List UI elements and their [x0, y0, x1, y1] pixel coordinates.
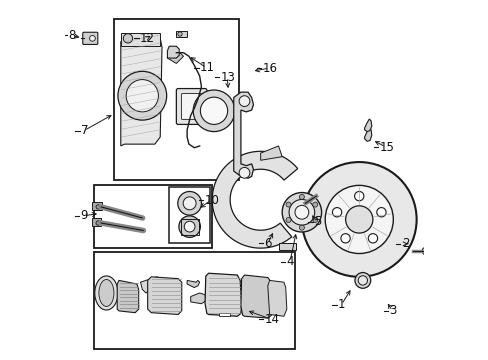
Circle shape [332, 208, 341, 217]
Circle shape [345, 206, 372, 233]
Text: 5: 5 [313, 215, 321, 229]
Text: 6: 6 [264, 237, 271, 250]
FancyBboxPatch shape [176, 89, 206, 125]
Circle shape [376, 208, 386, 217]
Text: 15: 15 [379, 140, 393, 153]
Polygon shape [204, 273, 241, 316]
Bar [180, 219, 198, 234]
Polygon shape [219, 313, 230, 316]
Bar [94, 185, 212, 248]
Circle shape [299, 225, 304, 230]
Circle shape [96, 205, 100, 209]
Text: 11: 11 [200, 61, 215, 74]
Circle shape [288, 199, 314, 225]
Circle shape [193, 90, 234, 132]
Circle shape [312, 217, 317, 222]
Ellipse shape [95, 276, 118, 310]
Polygon shape [233, 92, 253, 178]
Circle shape [200, 97, 227, 125]
Circle shape [354, 192, 363, 201]
Circle shape [357, 276, 367, 285]
Circle shape [282, 193, 321, 232]
Text: 10: 10 [204, 194, 219, 207]
Bar [169, 187, 210, 243]
Bar [94, 252, 294, 348]
Text: 8: 8 [68, 29, 76, 42]
Text: 9: 9 [80, 210, 87, 222]
Circle shape [183, 197, 196, 210]
Polygon shape [176, 31, 187, 37]
Text: 2: 2 [401, 237, 408, 250]
Polygon shape [140, 277, 162, 293]
Polygon shape [267, 280, 286, 316]
Text: 16: 16 [262, 62, 277, 75]
Circle shape [301, 162, 416, 277]
Polygon shape [121, 33, 160, 45]
Circle shape [285, 202, 290, 207]
Polygon shape [167, 46, 179, 58]
Circle shape [178, 32, 182, 36]
Circle shape [96, 221, 100, 225]
Polygon shape [241, 275, 273, 318]
Ellipse shape [99, 279, 114, 306]
Text: 7: 7 [81, 124, 88, 137]
Polygon shape [260, 146, 282, 160]
Text: 13: 13 [221, 71, 235, 84]
Circle shape [126, 80, 158, 112]
Text: 1: 1 [337, 298, 345, 311]
Polygon shape [167, 53, 183, 63]
Circle shape [239, 96, 249, 107]
Circle shape [299, 194, 304, 199]
Circle shape [367, 234, 377, 243]
Circle shape [312, 202, 317, 207]
Circle shape [285, 217, 290, 222]
Circle shape [239, 167, 249, 178]
Circle shape [294, 205, 308, 219]
Circle shape [178, 192, 201, 215]
Text: 3: 3 [388, 305, 396, 318]
Circle shape [340, 234, 349, 243]
FancyBboxPatch shape [181, 94, 202, 120]
Polygon shape [117, 280, 139, 313]
Polygon shape [121, 35, 162, 146]
Circle shape [179, 216, 200, 237]
FancyBboxPatch shape [92, 219, 102, 226]
Circle shape [89, 36, 95, 41]
Circle shape [421, 247, 428, 255]
Circle shape [118, 71, 166, 120]
FancyBboxPatch shape [82, 32, 98, 44]
Circle shape [325, 185, 392, 253]
Polygon shape [364, 128, 371, 141]
Bar [113, 19, 239, 180]
Polygon shape [147, 277, 182, 315]
FancyBboxPatch shape [92, 202, 102, 210]
Text: 4: 4 [286, 255, 294, 268]
Polygon shape [212, 151, 297, 248]
Polygon shape [187, 280, 199, 288]
Text: 12: 12 [140, 32, 155, 45]
Polygon shape [364, 119, 371, 132]
Text: 14: 14 [264, 312, 279, 326]
Circle shape [123, 34, 132, 43]
Circle shape [184, 221, 195, 232]
Polygon shape [278, 243, 296, 250]
Polygon shape [190, 293, 206, 304]
Circle shape [354, 273, 370, 288]
